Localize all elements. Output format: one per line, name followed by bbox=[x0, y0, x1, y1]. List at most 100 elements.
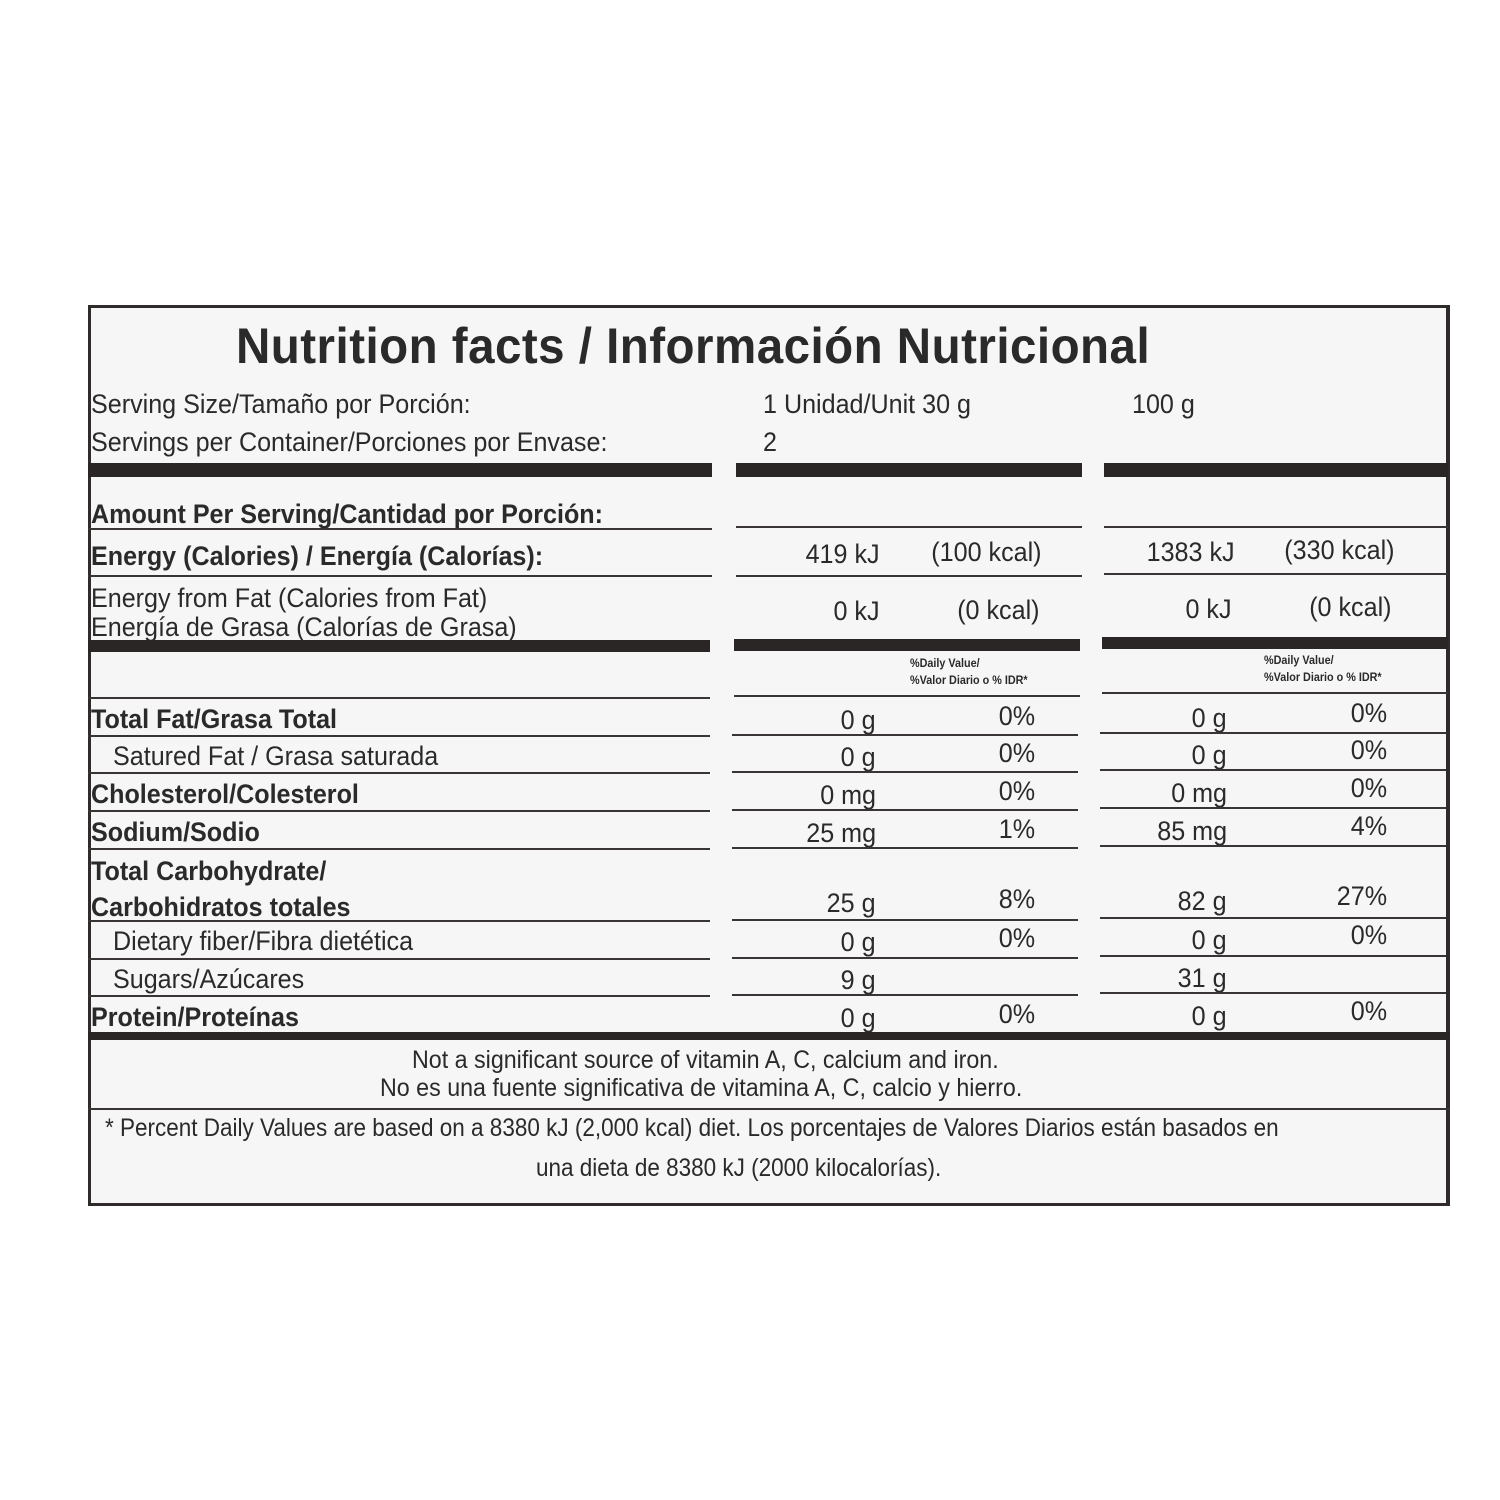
divider bbox=[88, 697, 710, 699]
divider bbox=[732, 847, 1078, 849]
divider bbox=[734, 695, 1080, 697]
vitamins-note-es: No es una fuente significativa de vitami… bbox=[380, 1074, 1023, 1102]
amount-per-serving: 0 g bbox=[841, 927, 876, 957]
divider-thick bbox=[1104, 463, 1448, 477]
energy-fat-kj-100g: 0 kJ bbox=[1185, 594, 1232, 624]
daily-value-per-serving: 0% bbox=[998, 923, 1035, 953]
energy-kcal-100g: (330 kcal) bbox=[1284, 535, 1395, 565]
divider bbox=[732, 994, 1078, 996]
amount-per-serving: 25 mg bbox=[806, 818, 876, 848]
nutrient-label: Total Fat/Grasa Total bbox=[91, 704, 338, 734]
amount-per-100g: 85 mg bbox=[1157, 816, 1227, 846]
energy-label: Energy (Calories) / Energía (Calorías): bbox=[91, 541, 544, 571]
divider bbox=[1100, 955, 1446, 957]
nutrition-facts-label bbox=[88, 305, 1450, 1206]
divider bbox=[88, 995, 710, 997]
label-title: Nutrition facts / Información Nutriciona… bbox=[236, 318, 1151, 374]
divider bbox=[1100, 807, 1446, 809]
daily-value-per-serving: 8% bbox=[998, 884, 1035, 914]
divider-thick bbox=[88, 1032, 1450, 1040]
divider-thick bbox=[88, 463, 712, 477]
amount-per-serving: 0 mg bbox=[820, 780, 876, 810]
divider bbox=[736, 526, 1082, 528]
amount-per-100g: 0 g bbox=[1192, 740, 1227, 770]
divider bbox=[732, 771, 1078, 773]
amount-per-100g: 0 mg bbox=[1171, 778, 1227, 808]
serving-size-100g: 100 g bbox=[1132, 389, 1195, 419]
serving-size-value: 1 Unidad/Unit 30 g bbox=[763, 389, 972, 419]
daily-value-per-100g: 0% bbox=[1350, 735, 1387, 765]
amount-per-100g: 0 g bbox=[1192, 925, 1227, 955]
divider bbox=[1100, 769, 1446, 771]
daily-value-per-serving: 0% bbox=[998, 701, 1035, 731]
divider bbox=[88, 735, 710, 737]
energy-kj-serving: 419 kJ bbox=[806, 539, 880, 569]
divider bbox=[88, 958, 710, 960]
nutrient-label: Total Carbohydrate/ bbox=[91, 856, 327, 886]
divider bbox=[732, 957, 1078, 959]
daily-value-per-100g: 4% bbox=[1350, 811, 1387, 841]
daily-value-per-serving: 0% bbox=[998, 999, 1035, 1029]
amount-per-serving: 0 g bbox=[841, 742, 876, 772]
divider bbox=[88, 810, 710, 812]
divider-thick bbox=[1102, 637, 1448, 649]
nutrient-label-line2: Carbohidratos totales bbox=[91, 892, 351, 922]
divider bbox=[1102, 692, 1448, 694]
servings-per-container-label: Servings per Container/Porciones por Env… bbox=[91, 427, 608, 457]
dv-header-100g-line1: %Daily Value/ bbox=[1264, 653, 1334, 667]
amount-per-serving: 0 g bbox=[841, 1003, 876, 1033]
energy-fat-kcal-serving: (0 kcal) bbox=[957, 595, 1040, 625]
daily-value-per-serving: 1% bbox=[998, 814, 1035, 844]
footnote-line1: * Percent Daily Values are based on a 83… bbox=[105, 1114, 1279, 1142]
energy-fat-label-es: Energía de Grasa (Calorías de Grasa) bbox=[91, 612, 517, 642]
divider bbox=[1104, 573, 1448, 575]
daily-value-per-100g: 27% bbox=[1336, 881, 1387, 911]
daily-value-per-100g: 0% bbox=[1350, 698, 1387, 728]
divider bbox=[732, 919, 1078, 921]
amount-per-serving-heading: Amount Per Serving/Cantidad por Porción: bbox=[91, 499, 604, 529]
daily-value-per-100g: 0% bbox=[1350, 920, 1387, 950]
energy-fat-kj-serving: 0 kJ bbox=[833, 596, 880, 626]
amount-per-serving: 25 g bbox=[827, 888, 876, 918]
divider bbox=[88, 920, 710, 922]
servings-per-container-value: 2 bbox=[763, 427, 777, 457]
nutrient-label: Protein/Proteínas bbox=[91, 1002, 299, 1032]
amount-per-100g: 31 g bbox=[1178, 963, 1227, 993]
daily-value-per-100g: 0% bbox=[1350, 773, 1387, 803]
divider bbox=[1100, 732, 1446, 734]
nutrient-label: Dietary fiber/Fibra dietética bbox=[113, 926, 414, 956]
daily-value-per-serving: 0% bbox=[998, 776, 1035, 806]
nutrient-label: Satured Fat / Grasa saturada bbox=[113, 741, 439, 771]
amount-per-serving: 9 g bbox=[841, 965, 876, 995]
footnote-line2: una dieta de 8380 kJ (2000 kilocalorías)… bbox=[536, 1154, 942, 1182]
divider bbox=[1100, 992, 1446, 994]
divider bbox=[732, 734, 1078, 736]
dv-header-serving-line2: %Valor Diario o % IDR* bbox=[910, 673, 1028, 687]
vitamins-note-en: Not a significant source of vitamin A, C… bbox=[412, 1046, 999, 1074]
serving-size-label: Serving Size/Tamaño por Porción: bbox=[91, 389, 471, 419]
nutrient-label: Sodium/Sodio bbox=[91, 817, 260, 847]
amount-per-100g: 0 g bbox=[1192, 1001, 1227, 1031]
divider bbox=[1100, 917, 1446, 919]
divider bbox=[88, 1108, 1450, 1110]
energy-fat-label-en: Energy from Fat (Calories from Fat) bbox=[91, 583, 488, 613]
divider bbox=[736, 575, 1082, 577]
energy-kj-100g: 1383 kJ bbox=[1147, 537, 1235, 567]
amount-per-serving: 0 g bbox=[841, 705, 876, 735]
divider-thick bbox=[734, 639, 1080, 651]
divider bbox=[732, 809, 1078, 811]
divider bbox=[1100, 845, 1446, 847]
divider bbox=[1104, 526, 1448, 528]
dv-header-100g-line2: %Valor Diario o % IDR* bbox=[1264, 670, 1382, 684]
nutrient-label: Cholesterol/Colesterol bbox=[91, 779, 359, 809]
divider bbox=[88, 575, 712, 577]
divider-thick bbox=[88, 640, 710, 652]
divider bbox=[88, 528, 712, 530]
energy-kcal-serving: (100 kcal) bbox=[931, 537, 1042, 567]
divider bbox=[88, 772, 710, 774]
nutrient-label: Sugars/Azúcares bbox=[113, 964, 305, 994]
daily-value-per-serving: 0% bbox=[998, 738, 1035, 768]
daily-value-per-100g: 0% bbox=[1350, 996, 1387, 1026]
amount-per-100g: 82 g bbox=[1178, 886, 1227, 916]
dv-header-serving-line1: %Daily Value/ bbox=[910, 656, 980, 670]
